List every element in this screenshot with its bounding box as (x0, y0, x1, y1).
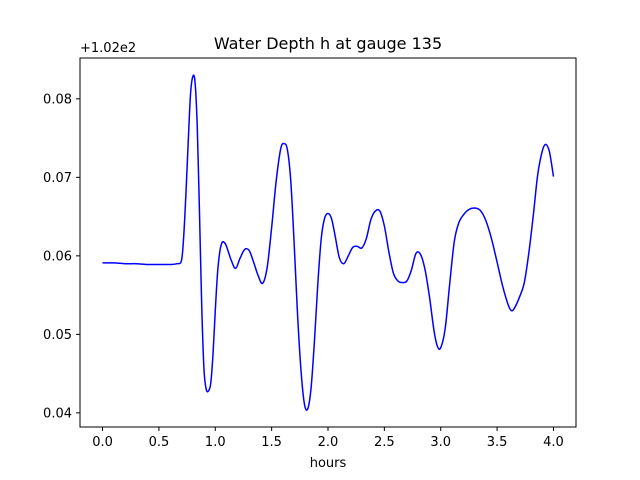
x-tick-label: 0.0 (92, 435, 113, 450)
y-axis: 0.04 0.05 0.06 0.07 0.08 (43, 92, 80, 421)
chart-title: Water Depth h at gauge 135 (214, 34, 442, 53)
x-tick-label: 1.0 (205, 435, 226, 450)
x-tick-label: 2.0 (318, 435, 339, 450)
x-axis-label: hours (310, 456, 347, 471)
x-tick-label: 0.5 (149, 435, 170, 450)
x-tick-label: 1.5 (261, 435, 282, 450)
y-tick-label: 0.06 (43, 249, 72, 264)
y-tick-label: 0.05 (43, 328, 72, 343)
x-axis: 0.0 0.5 1.0 1.5 2.0 2.5 3.0 3.5 4.0 (92, 427, 564, 450)
x-tick-label: 3.5 (487, 435, 508, 450)
y-tick-label: 0.04 (43, 406, 72, 421)
water-depth-line (102, 74, 555, 411)
x-tick-label: 2.5 (374, 435, 395, 450)
y-tick-label: 0.08 (43, 92, 72, 107)
y-tick-label: 0.07 (43, 171, 72, 186)
x-tick-label: 4.0 (543, 435, 564, 450)
y-offset-label: +1.02e2 (80, 41, 136, 56)
x-tick-label: 3.0 (430, 435, 451, 450)
